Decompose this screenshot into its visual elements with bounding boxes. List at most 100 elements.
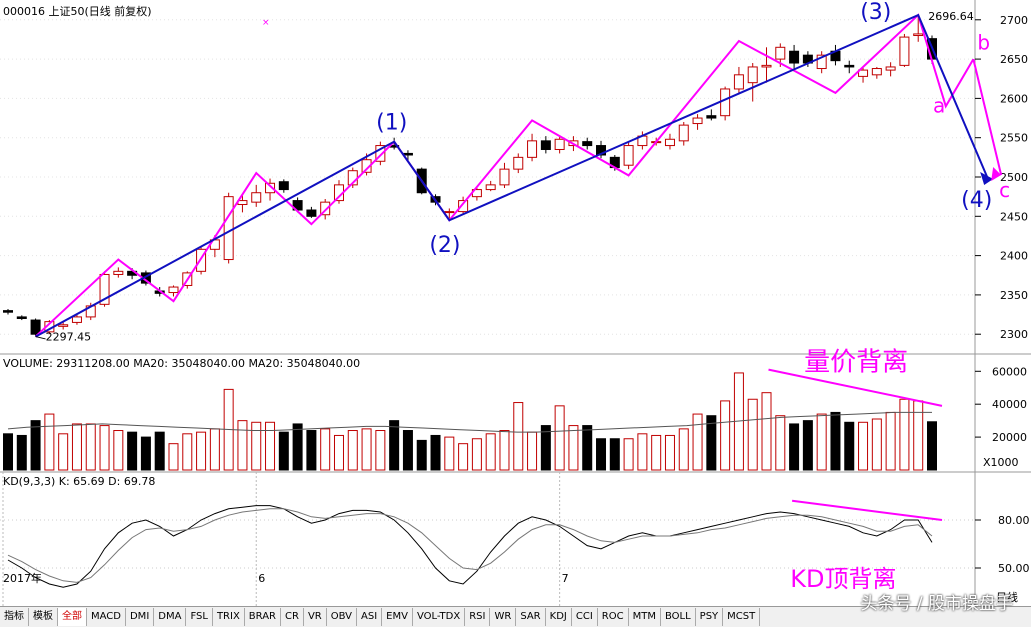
- volume-bar: [402, 430, 413, 471]
- toolbar-tab--[interactable]: 全部: [58, 608, 87, 626]
- candle-body: [16, 316, 27, 319]
- wave-label-1: (1): [376, 111, 407, 136]
- kd-label: KD(9,3,3) K: 65.69 D: 69.78: [3, 475, 155, 488]
- volume-bar: [154, 431, 165, 471]
- date-label: 6: [258, 572, 265, 585]
- candle-body: [913, 33, 924, 37]
- volume-bar: [540, 425, 551, 471]
- volume-bar: [678, 428, 689, 471]
- volume-divergence-label: 量价背离: [804, 348, 908, 378]
- watermark: 头条号 / 股市操盘手: [860, 594, 1013, 614]
- volume-bar: [816, 413, 827, 471]
- candlestick-series: [3, 15, 937, 337]
- volume-divergence-line: [768, 368, 943, 407]
- candle-body: [789, 50, 800, 64]
- volume-bar: [789, 423, 800, 471]
- volume-bar: [16, 434, 27, 471]
- kd-axis: 80.00 50.00: [0, 514, 1030, 575]
- toolbar-tab-fsl[interactable]: FSL: [186, 608, 213, 626]
- toolbar-tab-dma[interactable]: DMA: [154, 608, 187, 626]
- toolbar-tab-vol-tdx[interactable]: VOL-TDX: [413, 608, 466, 626]
- volume-bar: [182, 433, 193, 471]
- volume-bar: [113, 430, 124, 471]
- toolbar-tab-emv[interactable]: EMV: [382, 608, 413, 626]
- toolbar-tab-boll[interactable]: BOLL: [661, 608, 696, 626]
- price-axis: 2700 2650 2600 2550 2500 2450 2400 2350 2300: [0, 14, 1028, 341]
- volume-bars: [3, 372, 937, 471]
- candle-body: [306, 209, 317, 217]
- wave-label-a: a: [933, 94, 945, 118]
- toolbar-tab-asi[interactable]: ASI: [357, 608, 383, 626]
- volume-axis: 60000 40000 20000: [975, 365, 1027, 444]
- volume-bar: [706, 415, 717, 471]
- candle-body: [527, 140, 538, 158]
- volume-bar: [444, 436, 455, 471]
- volume-bar: [71, 423, 82, 471]
- volume-bar: [858, 421, 869, 471]
- toolbar-tab-vr[interactable]: VR: [304, 608, 327, 626]
- toolbar-tab-brar[interactable]: BRAR: [245, 608, 281, 626]
- volume-bar: [775, 415, 786, 471]
- volume-bar: [596, 438, 607, 471]
- volume-bar: [361, 428, 372, 471]
- wave-label-b: b: [977, 31, 990, 55]
- volume-bar: [209, 428, 220, 471]
- volume-ma20-line: [7, 411, 933, 433]
- candle-body: [582, 141, 593, 147]
- toolbar-tab-cr[interactable]: CR: [281, 608, 304, 626]
- volume-bar: [747, 398, 758, 471]
- volume-bar: [802, 420, 813, 471]
- volume-bar: [637, 433, 648, 471]
- low-label-pointer: [35, 336, 46, 340]
- candle-body: [885, 66, 896, 71]
- volume-bar: [278, 431, 289, 471]
- volume-bar: [651, 434, 662, 471]
- candle-body: [237, 200, 248, 206]
- toolbar-tab-psy[interactable]: PSY: [696, 608, 724, 626]
- toolbar-tab-kdj[interactable]: KDJ: [546, 608, 572, 626]
- volume-bar: [44, 413, 55, 471]
- candle-body: [444, 211, 455, 214]
- toolbar-tab-wr[interactable]: WR: [490, 608, 517, 626]
- kd-d-line: [7, 508, 933, 583]
- cross-marker: ×: [262, 18, 270, 28]
- candle-body: [664, 138, 675, 147]
- toolbar-tab--[interactable]: 模板: [29, 608, 58, 626]
- volume-bar: [927, 421, 937, 471]
- candle-body: [899, 36, 910, 66]
- candle-body: [858, 69, 869, 77]
- wave-line: [35, 13, 989, 338]
- volume-bar: [347, 430, 358, 471]
- toolbar-tab-cci[interactable]: CCI: [572, 608, 598, 626]
- volume-bar: [513, 402, 524, 471]
- price-tick-label: 2700: [1000, 14, 1028, 27]
- candle-body: [3, 310, 13, 313]
- toolbar-tab-roc[interactable]: ROC: [598, 608, 629, 626]
- volume-bar: [320, 428, 331, 471]
- toolbar-tab-macd[interactable]: MACD: [87, 608, 126, 626]
- volume-bar: [623, 438, 634, 471]
- volume-bar: [913, 400, 924, 471]
- volume-bar: [3, 433, 13, 471]
- volume-bar: [871, 418, 882, 471]
- candle-body: [499, 168, 510, 186]
- toolbar-tab-obv[interactable]: OBV: [327, 608, 357, 626]
- candle-body: [816, 54, 827, 70]
- toolbar-tab-sar[interactable]: SAR: [516, 608, 546, 626]
- toolbar-tab-mcst[interactable]: MCST: [723, 608, 761, 626]
- candle-body: [775, 46, 786, 60]
- candle-body: [278, 181, 289, 191]
- toolbar-tab-dmi[interactable]: DMI: [126, 608, 155, 626]
- volume-bar: [844, 421, 855, 471]
- toolbar-tab-trix[interactable]: TRIX: [213, 608, 245, 626]
- toolbar-tab-mtm[interactable]: MTM: [629, 608, 661, 626]
- wave-label-2: (2): [429, 233, 460, 258]
- wave-label-c: c: [999, 178, 1010, 202]
- toolbar-tab-rsi[interactable]: RSI: [465, 608, 491, 626]
- candle-body: [58, 324, 69, 327]
- volume-bar: [99, 425, 110, 471]
- kd-k-line: [7, 505, 933, 588]
- toolbar-tab--[interactable]: 指标: [0, 608, 29, 626]
- date-label: 2017年: [3, 571, 42, 585]
- candle-body: [871, 68, 882, 76]
